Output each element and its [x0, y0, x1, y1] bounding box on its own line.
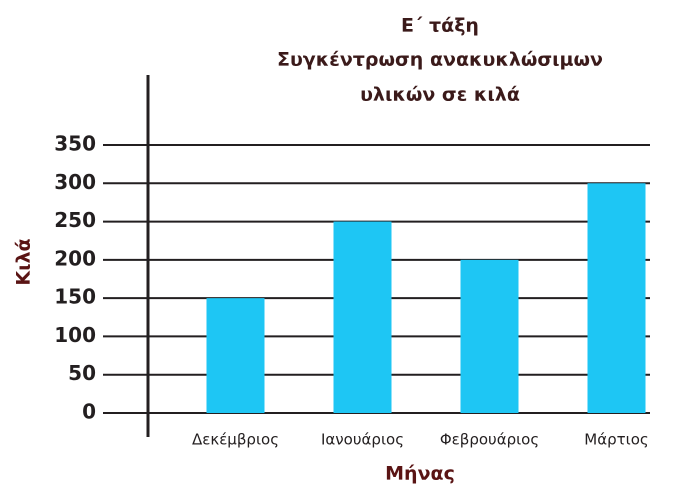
y-axis-label: Κιλά — [13, 238, 35, 285]
y-tick-label: 150 — [54, 285, 96, 309]
x-tick-label: Φεβρουάριος — [440, 431, 539, 449]
y-tick-label: 100 — [54, 323, 96, 347]
y-tick-label: 50 — [68, 361, 96, 385]
chart-title: Ε΄ τάξη — [401, 15, 479, 37]
bar — [333, 221, 392, 413]
bar — [587, 183, 646, 413]
x-tick-label: Ιανουάριος — [321, 431, 404, 449]
x-tick-label: Μάρτιος — [584, 431, 648, 449]
chart-title: Συγκέντρωση ανακυκλώσιμων — [277, 49, 603, 71]
y-tick-label: 350 — [54, 132, 96, 156]
x-tick-label: Δεκέμβριος — [192, 431, 279, 449]
y-tick-label: 200 — [54, 246, 96, 270]
bar — [460, 259, 519, 413]
x-axis-label: Μήνας — [385, 463, 455, 485]
chart-title: υλικών σε κιλά — [360, 84, 520, 106]
y-tick-label: 300 — [54, 170, 96, 194]
y-tick-label: 250 — [54, 208, 96, 232]
bar — [206, 298, 265, 413]
y-tick-label: 0 — [82, 400, 96, 424]
